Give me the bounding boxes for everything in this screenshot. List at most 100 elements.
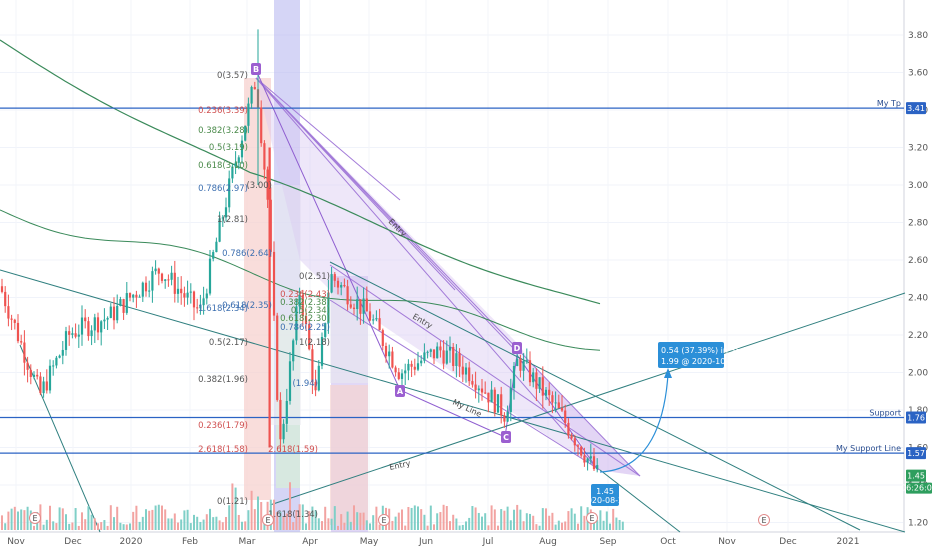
- candle-body: [36, 374, 39, 377]
- candle-body: [308, 324, 311, 350]
- volume-bar: [433, 524, 435, 530]
- volume-bar: [301, 504, 304, 530]
- candle-body: [42, 381, 45, 394]
- candle-body: [400, 373, 404, 379]
- volume-bar: [282, 516, 285, 530]
- candle-body: [16, 322, 20, 342]
- volume-bar: [481, 516, 483, 530]
- volume-bar: [593, 520, 595, 530]
- candle-body: [269, 199, 272, 252]
- volume-bar: [58, 507, 61, 530]
- volume-bar: [458, 525, 461, 530]
- candle-body: [356, 299, 359, 310]
- volume-bar: [493, 509, 496, 530]
- candle-body: [352, 307, 356, 310]
- volume-bar: [503, 510, 506, 530]
- candle-body: [29, 369, 32, 377]
- fib-label: 0.786(2.25): [280, 323, 330, 333]
- candle-body: [253, 86, 256, 90]
- volume-bar: [439, 512, 442, 530]
- x-tick-label: Dec: [64, 537, 81, 547]
- candle-body: [391, 351, 394, 368]
- candle-body: [589, 456, 592, 459]
- candle-body: [397, 372, 400, 379]
- volume-bar: [263, 520, 266, 530]
- candle-body: [234, 162, 237, 167]
- candle-body: [471, 381, 474, 385]
- volume-bar: [173, 513, 176, 530]
- volume-bar: [321, 521, 323, 530]
- trendline-2: [269, 292, 906, 506]
- x-tick-label: 2020: [120, 537, 143, 547]
- candle-body: [496, 394, 500, 413]
- volume-bar: [289, 482, 291, 530]
- volume-bar: [490, 505, 493, 530]
- pattern-badge: [395, 385, 405, 397]
- volume-bar: [525, 513, 528, 530]
- candle-body: [218, 218, 221, 242]
- volume-bar: [52, 521, 55, 530]
- event-marker: [29, 512, 41, 524]
- candle-body: [276, 315, 279, 400]
- fib-label: 0.382(2.38): [280, 298, 330, 308]
- event-marker-label: E: [32, 514, 37, 523]
- volume-bar: [417, 506, 419, 530]
- volume-bar: [125, 524, 128, 530]
- fib-label: 0.382(1.96): [198, 375, 248, 385]
- volume-bar: [26, 506, 29, 530]
- fib-label: 0.236(3.39): [198, 106, 248, 116]
- candle-body: [484, 392, 487, 394]
- volume-bar: [71, 522, 74, 530]
- candle-body: [55, 357, 58, 366]
- level-price-tag: [906, 102, 926, 115]
- volume-bar: [391, 520, 394, 530]
- volume-bar: [426, 525, 429, 530]
- candle-body: [151, 271, 154, 291]
- volume-bar: [218, 520, 221, 530]
- volume-bar: [548, 515, 551, 530]
- volume-bar: [273, 499, 275, 530]
- y-tick-label: 3.80: [908, 31, 928, 41]
- candle-body: [282, 423, 285, 440]
- candle-body: [109, 306, 112, 318]
- candle-body: [388, 351, 391, 357]
- candle-body: [298, 295, 301, 307]
- x-tick-label: Jun: [418, 537, 433, 547]
- volume-bar: [452, 514, 455, 530]
- fib-label: 0.236(1.79): [198, 421, 248, 431]
- candle-body: [490, 389, 493, 403]
- volume-bar: [474, 507, 477, 530]
- x-tick-label: 2021: [837, 537, 860, 547]
- x-tick-label: Feb: [182, 537, 198, 547]
- volume-bar: [161, 505, 163, 530]
- candle-body: [266, 169, 269, 200]
- event-marker: [586, 512, 598, 524]
- volume-bar: [356, 512, 359, 530]
- volume-bar: [279, 511, 282, 530]
- candle-body: [375, 318, 378, 320]
- candle-body: [116, 305, 119, 321]
- y-tick-label: 2.60: [908, 256, 928, 266]
- candle-body: [468, 367, 471, 382]
- volume-bar: [145, 509, 147, 530]
- volume-bar: [225, 516, 227, 530]
- volume-bar: [423, 514, 426, 530]
- candle-body: [272, 251, 276, 316]
- volume-bar: [49, 505, 51, 530]
- candle-body: [240, 140, 244, 158]
- candle-body: [480, 388, 484, 393]
- fan-line: [255, 77, 401, 201]
- candle-body: [176, 288, 180, 294]
- candle-body: [525, 360, 528, 362]
- candle-body: [474, 384, 477, 391]
- volume-bar: [10, 508, 13, 530]
- candle-body: [445, 350, 448, 364]
- candle-body: [439, 346, 442, 351]
- volume-bar: [468, 517, 471, 530]
- candle-body: [189, 291, 192, 293]
- volume-bar: [487, 525, 490, 530]
- wedge-upper-line: [329, 264, 641, 477]
- candle-body: [378, 318, 381, 331]
- candle-body: [407, 363, 410, 371]
